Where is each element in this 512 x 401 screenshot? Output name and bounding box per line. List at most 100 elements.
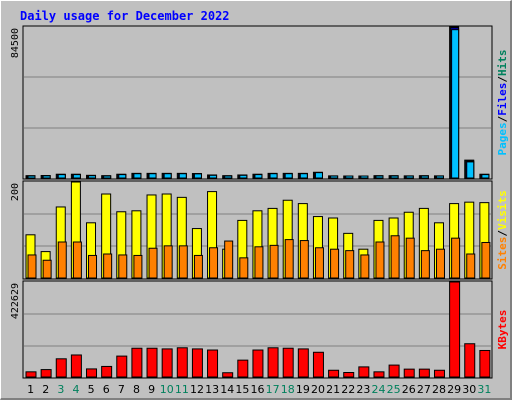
bar-sites	[345, 250, 355, 279]
legend-item-kbytes: KBytes	[496, 310, 509, 350]
bar-sites	[314, 247, 324, 279]
bar-pages	[405, 175, 414, 179]
x-tick-label: 5	[88, 383, 95, 396]
chart-panel-2: 200 Sites/Visits	[10, 180, 509, 280]
x-tick-label: 18	[281, 383, 295, 396]
bar-kbytes	[237, 359, 249, 378]
bar-pages	[148, 173, 157, 179]
bar-pages	[224, 175, 233, 179]
bar-sites	[466, 253, 476, 279]
legend-separator: /	[496, 230, 509, 237]
bar-sites	[42, 259, 52, 279]
bar-pages	[299, 173, 308, 179]
x-tick-label: 2	[42, 383, 49, 396]
bar-kbytes	[70, 354, 82, 378]
x-tick-label: 25	[387, 383, 401, 396]
bar-kbytes	[388, 364, 400, 378]
bar-kbytes	[252, 349, 264, 378]
bar-pages	[27, 175, 36, 179]
bar-kbytes	[267, 347, 279, 378]
bar-kbytes	[449, 281, 461, 378]
bar-sites	[178, 245, 188, 279]
bar-kbytes	[146, 347, 158, 378]
bar-pages	[269, 173, 278, 179]
x-tick-label: 16	[251, 383, 265, 396]
bar-pages	[163, 173, 172, 179]
bar-kbytes	[40, 369, 52, 378]
x-tick-label: 22	[341, 383, 355, 396]
bar-pages	[390, 175, 399, 179]
bar-pages	[133, 173, 142, 179]
bar-sites	[118, 254, 128, 279]
bar-kbytes	[479, 349, 491, 378]
y-tick-label: 84500	[10, 28, 21, 58]
bar-pages	[178, 173, 187, 179]
bar-kbytes	[418, 368, 430, 378]
bar-pages	[466, 161, 475, 179]
x-tick-label: 20	[311, 383, 325, 396]
chart-panel-3: 422629 KBytes	[10, 280, 509, 379]
x-tick-label: 30	[462, 383, 476, 396]
bar-sites	[148, 247, 158, 279]
bar-pages	[57, 174, 66, 179]
bar-sites	[481, 241, 491, 279]
x-tick-label: 28	[432, 383, 446, 396]
bar-sites	[133, 254, 143, 279]
bar-kbytes	[343, 372, 355, 378]
bar-sites	[239, 257, 249, 279]
bar-sites	[420, 250, 430, 279]
bar-sites	[57, 241, 67, 279]
x-tick-label: 6	[103, 383, 110, 396]
x-tick-label: 13	[205, 383, 219, 396]
bar-pages	[420, 175, 429, 179]
bar-pages	[42, 175, 51, 179]
bar-kbytes	[403, 368, 415, 378]
bar-pages	[209, 174, 218, 179]
panel-frame	[22, 25, 493, 180]
bar-kbytes	[161, 348, 173, 378]
x-tick-label: 7	[118, 383, 125, 396]
bar-kbytes	[55, 358, 67, 378]
bar-pages	[72, 174, 81, 179]
x-tick-label: 24	[372, 383, 386, 396]
bar-kbytes	[297, 348, 309, 378]
bar-sites	[330, 248, 340, 279]
legend-item-visits: Visits	[496, 190, 509, 230]
x-tick-label: 27	[417, 383, 431, 396]
x-tick-label: 17	[266, 383, 280, 396]
x-tick-label: 1	[27, 383, 34, 396]
bar-kbytes	[207, 349, 219, 378]
bar-sites	[405, 237, 415, 279]
bar-sites	[224, 240, 234, 279]
x-tick-label: 11	[175, 383, 189, 396]
x-tick-label: 31	[477, 383, 491, 396]
bar-sites	[163, 245, 173, 279]
x-tick-label: 3	[57, 383, 64, 396]
x-tick-label: 29	[447, 383, 461, 396]
x-tick-label: 9	[148, 383, 155, 396]
y-tick-label: 200	[10, 183, 21, 201]
bar-kbytes	[191, 348, 203, 378]
bar-kbytes	[131, 347, 143, 378]
bar-pages	[254, 174, 263, 179]
legend-separator: /	[496, 115, 509, 122]
bar-sites	[209, 247, 219, 279]
bar-kbytes	[328, 369, 340, 378]
bar-pages	[435, 175, 444, 179]
legend-item-hits: Hits	[496, 50, 509, 77]
legend-item-sites: Sites	[496, 237, 509, 270]
x-tick-label: 8	[133, 383, 140, 396]
bar-pages	[284, 173, 293, 179]
bar-pages	[330, 175, 339, 179]
bar-sites	[360, 254, 370, 279]
bar-kbytes	[358, 366, 370, 378]
bar-sites	[193, 254, 203, 279]
x-tick-label: 10	[160, 383, 174, 396]
bar-pages	[481, 174, 490, 179]
bar-sites	[284, 239, 294, 279]
bar-sites	[27, 254, 37, 279]
x-tick-label: 19	[296, 383, 310, 396]
